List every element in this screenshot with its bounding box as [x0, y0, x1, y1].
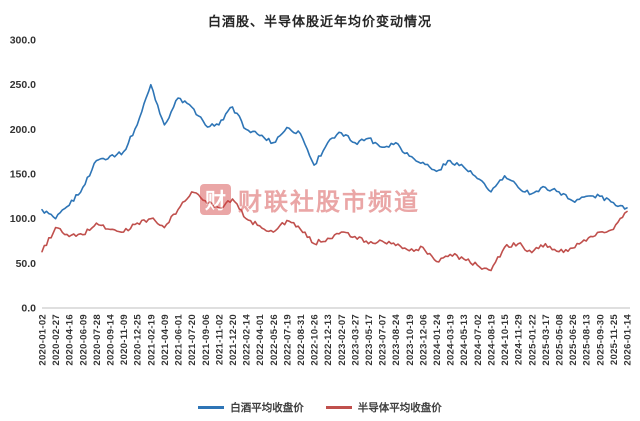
svg-text:2022-05-26: 2022-05-26 [269, 314, 280, 366]
svg-text:150.0: 150.0 [10, 169, 36, 181]
svg-text:2021-07-20: 2021-07-20 [187, 314, 198, 366]
svg-text:2021-09-06: 2021-09-06 [201, 314, 212, 366]
svg-text:2020-01-02: 2020-01-02 [38, 314, 49, 366]
svg-text:2022-07-19: 2022-07-19 [282, 314, 293, 366]
svg-text:2022-04-01: 2022-04-01 [255, 314, 266, 366]
svg-text:2022-02-14: 2022-02-14 [242, 314, 253, 366]
svg-text:2023-07-07: 2023-07-07 [378, 314, 389, 366]
svg-text:2021-11-02: 2021-11-02 [214, 314, 225, 365]
svg-text:2024-05-13: 2024-05-13 [459, 314, 470, 366]
svg-text:2020-07-28: 2020-07-28 [92, 314, 103, 366]
legend-label-baijiu: 白酒平均收盘价 [230, 402, 304, 414]
svg-text:2022-08-31: 2022-08-31 [296, 314, 307, 366]
price-chart: 0.0 50.0 100.0 150.0 200.0 250.0 300.0 2020-01-… [10, 35, 634, 366]
svg-text:2023-08-24: 2023-08-24 [391, 314, 402, 366]
svg-text:2020-11-09: 2020-11-09 [119, 314, 130, 365]
legend-item-baijiu: 白酒平均收盘价 [198, 400, 304, 415]
svg-text:250.0: 250.0 [10, 79, 36, 91]
svg-text:2020-06-09: 2020-06-09 [78, 314, 89, 366]
svg-text:2024-07-02: 2024-07-02 [473, 314, 484, 366]
svg-text:2021-04-09: 2021-04-09 [160, 314, 171, 366]
legend-label-semiconductor: 半导体平均收盘价 [357, 402, 442, 414]
svg-text:2024-10-15: 2024-10-15 [500, 314, 511, 366]
svg-text:2025-05-08: 2025-05-08 [554, 314, 565, 366]
legend-item-semiconductor: 半导体平均收盘价 [325, 400, 442, 415]
svg-text:2023-02-07: 2023-02-07 [337, 314, 348, 366]
svg-text:2020-02-27: 2020-02-27 [51, 314, 62, 366]
svg-text:2024-08-19: 2024-08-19 [486, 314, 497, 366]
svg-text:50.0: 50.0 [16, 258, 37, 270]
svg-text:2025-01-22: 2025-01-22 [527, 314, 538, 366]
svg-text:2025-09-30: 2025-09-30 [595, 314, 606, 366]
svg-text:2022-12-13: 2022-12-13 [323, 314, 334, 366]
svg-text:2026-01-14: 2026-01-14 [623, 314, 634, 366]
svg-text:100.0: 100.0 [10, 213, 36, 225]
svg-text:2025-08-13: 2025-08-13 [582, 314, 593, 366]
svg-text:2025-03-17: 2025-03-17 [541, 314, 552, 366]
svg-text:2023-03-27: 2023-03-27 [350, 314, 361, 366]
svg-text:2021-12-20: 2021-12-20 [228, 314, 239, 366]
svg-text:2024-11-29: 2024-11-29 [514, 314, 525, 365]
svg-text:2025-11-25: 2025-11-25 [609, 314, 620, 365]
svg-text:2021-06-01: 2021-06-01 [174, 314, 185, 366]
svg-text:2023-12-06: 2023-12-06 [418, 314, 429, 366]
legend-swatch-semiconductor [325, 406, 352, 409]
svg-text:0.0: 0.0 [21, 303, 36, 315]
svg-text:2024-03-19: 2024-03-19 [446, 314, 457, 366]
svg-text:2020-12-25: 2020-12-25 [133, 314, 144, 366]
svg-text:2021-02-19: 2021-02-19 [146, 314, 157, 366]
svg-text:2020-09-14: 2020-09-14 [106, 314, 117, 366]
chart-title: 白酒股、半导体股近年均价变动情况 [207, 14, 432, 29]
svg-text:300.0: 300.0 [10, 35, 36, 47]
svg-text:2022-10-26: 2022-10-26 [310, 314, 321, 366]
svg-text:2023-10-19: 2023-10-19 [405, 314, 416, 366]
chart-legend: 白酒平均收盘价 半导体平均收盘价 [0, 400, 640, 415]
svg-text:2023-05-17: 2023-05-17 [364, 314, 375, 366]
svg-text:2020-04-16: 2020-04-16 [65, 314, 76, 366]
legend-swatch-baijiu [198, 406, 225, 409]
svg-text:2024-01-24: 2024-01-24 [432, 314, 443, 366]
svg-text:200.0: 200.0 [10, 124, 36, 136]
svg-text:2025-06-26: 2025-06-26 [568, 314, 579, 366]
